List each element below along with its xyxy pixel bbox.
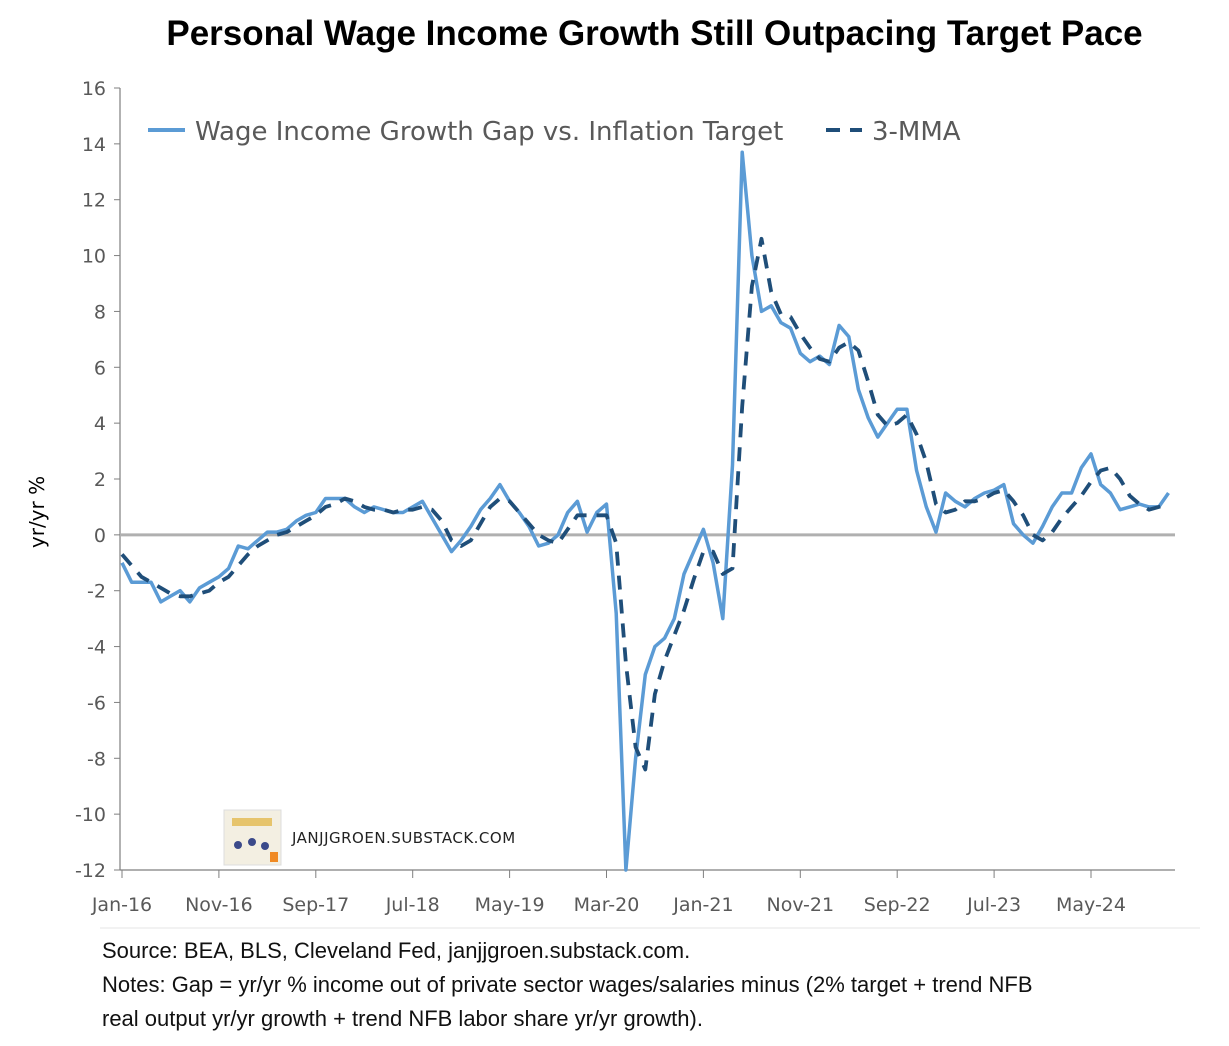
y-axis: 16 14 12 10 8 6 4 2 0 -2 -4 -6 -8 -10 -12 — [75, 78, 121, 882]
y-tick-label: 16 — [82, 78, 106, 100]
notes-line-1: Notes: Gap = yr/yr % income out of priva… — [102, 972, 1033, 997]
y-tick-label: -2 — [87, 581, 106, 603]
legend-label-gap: Wage Income Growth Gap vs. Inflation Tar… — [195, 117, 783, 147]
x-tick-label: Jul-18 — [385, 894, 440, 916]
y-tick-label: 12 — [82, 190, 106, 212]
watermark: JANJJGROEN.SUBSTACK.COM — [291, 829, 516, 847]
x-tick-label: Sep-17 — [282, 894, 349, 916]
x-tick-label: Sep-22 — [864, 894, 931, 916]
x-tick-label: May-24 — [1056, 894, 1126, 916]
x-tick-label: Nov-21 — [766, 894, 834, 916]
x-tick-label: Jan-21 — [672, 894, 733, 916]
legend: Wage Income Growth Gap vs. Inflation Tar… — [148, 117, 961, 147]
series-line-3mma — [120, 236, 1170, 772]
series-lines — [120, 150, 1170, 872]
y-tick-label: 2 — [94, 469, 106, 491]
x-axis: Jan-16 Nov-16 Sep-17 Jul-18 May-19 Mar-20 Jan-… — [91, 869, 1200, 929]
x-tick-label: Jan-16 — [91, 894, 152, 916]
x-tick-label: Mar-20 — [574, 894, 640, 916]
x-tick-label: Jul-23 — [966, 894, 1021, 916]
y-tick-label: 10 — [82, 246, 106, 268]
y-tick-label: -10 — [75, 804, 106, 826]
source-note: Source: BEA, BLS, Cleveland Fed, janjjgr… — [102, 938, 691, 963]
y-tick-label: 14 — [82, 134, 106, 156]
y-tick-label: -4 — [87, 637, 106, 659]
notes-line-2: real output yr/yr growth + trend NFB lab… — [102, 1006, 703, 1031]
y-axis-label: yr/yr % — [25, 476, 49, 548]
y-tick-label: -6 — [87, 692, 106, 714]
chart-title: Personal Wage Income Growth Still Outpac… — [166, 14, 1143, 53]
y-tick-label: 6 — [94, 357, 106, 379]
y-tick-label: 8 — [94, 301, 106, 323]
x-tick-label: Nov-16 — [185, 894, 253, 916]
y-tick-label: -8 — [87, 748, 106, 770]
y-tick-label: -12 — [75, 860, 106, 882]
y-tick-label: 0 — [94, 525, 106, 547]
footer: Source: BEA, BLS, Cleveland Fed, janjjgr… — [102, 934, 1202, 1036]
series-line-wage-gap — [120, 150, 1170, 872]
logo — [223, 809, 282, 866]
x-tick-label: May-19 — [475, 894, 545, 916]
legend-label-mma: 3-MMA — [872, 117, 961, 147]
y-tick-label: 4 — [94, 413, 106, 435]
